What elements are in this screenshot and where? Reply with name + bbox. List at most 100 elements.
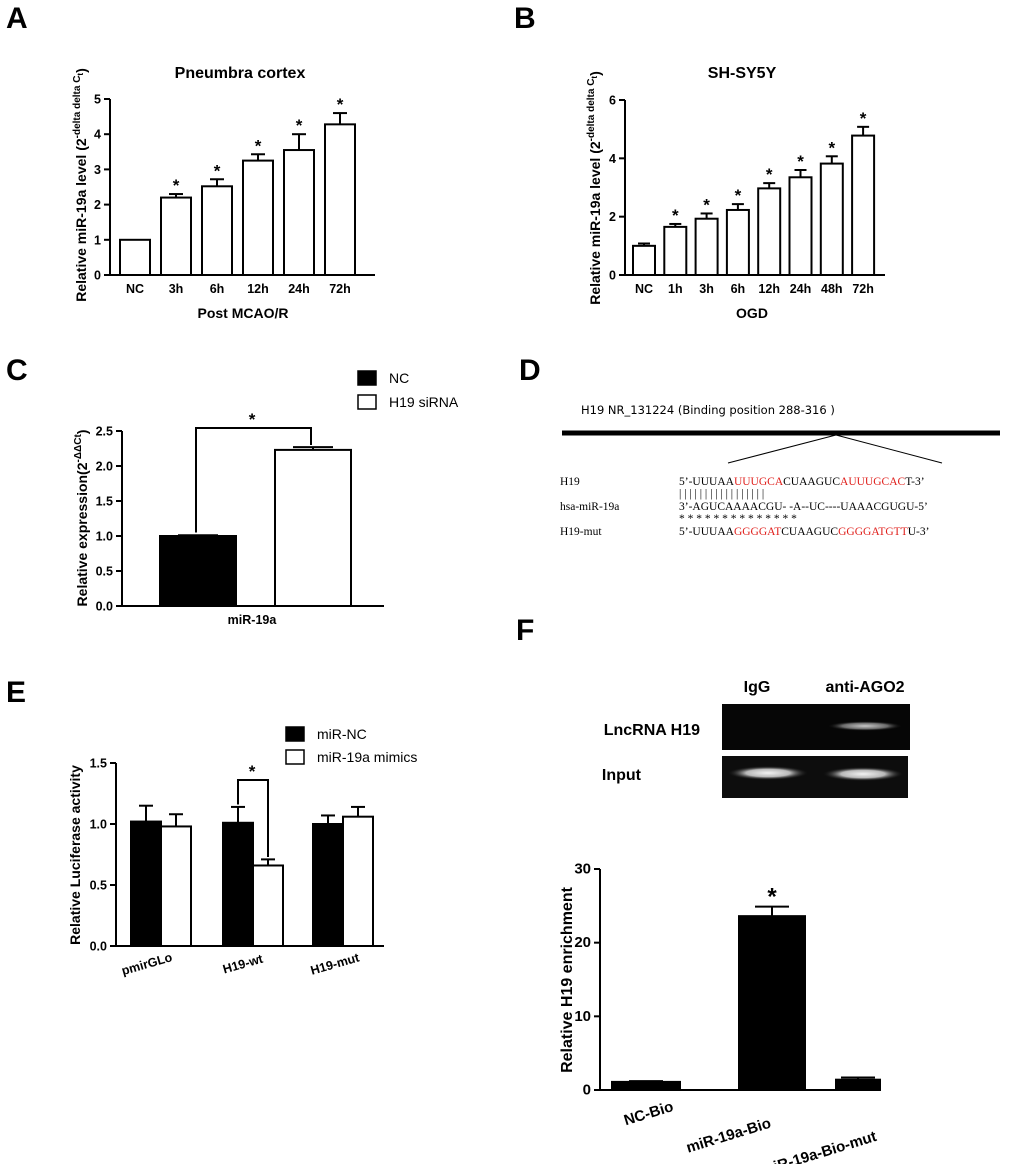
chart-f-xtick-label: NC-Bio <box>622 1098 676 1129</box>
legend-label-mir-nc: miR-NC <box>317 726 367 742</box>
chart-b-significance: * <box>860 109 867 128</box>
chart-a-bar <box>119 238 151 277</box>
panel-letter-f: F <box>516 614 534 647</box>
chart-b-significance: * <box>766 165 773 184</box>
chart-b-bar <box>819 162 844 276</box>
chart-b-ytick-label: 2 <box>609 210 616 224</box>
chart-b-bar <box>757 187 782 276</box>
chart-b-xtick-label: 12h <box>758 282 780 296</box>
chart-a-bar <box>242 159 274 277</box>
chart-b-xtick-label: NC <box>635 282 653 296</box>
alignment-row-label: H19 <box>560 476 580 488</box>
gel-row-label-input: Input <box>602 767 642 784</box>
sequence-segment: U-3’ <box>908 526 930 538</box>
chart-a-bar <box>201 185 233 277</box>
chart-b-marks: NC * 1h * 3h * 6h * 12h * 24h * 48h * 72h <box>632 109 876 296</box>
chart-e-xtick-label: H19-wt <box>221 952 265 977</box>
alignment-row-label: hsa-miR-19a <box>560 501 619 513</box>
chart-e-bar-mir-nc <box>222 821 254 948</box>
chart-f-xtick-label: miR-19a-Bio-mut <box>759 1128 879 1164</box>
binding-zoom-right <box>835 434 943 464</box>
panel-f-gel: IgG anti-AGO2 LncRNA H19 Input <box>602 679 910 798</box>
chart-a-significance: * <box>337 95 344 114</box>
chart-b-ytick-label: 6 <box>609 94 616 108</box>
chart-e-bar-mir-19a-mimics <box>252 864 284 947</box>
chart-b-ytick-label: 0 <box>609 269 616 283</box>
chart-e-ytick-label: 0.0 <box>90 940 107 954</box>
chart-e-ytick-label: 1.5 <box>90 757 107 771</box>
chart-e-ylabel: Relative Luciferase activity <box>67 765 83 945</box>
chart-b-significance: * <box>828 138 835 157</box>
chart-e-ytick-label: 1.0 <box>90 818 107 832</box>
alignment-row-sequence: | | | | | | | | | | | | | | | | | <box>679 488 764 500</box>
chart-f-xtick-label: miR-19a-Bio <box>684 1115 773 1157</box>
chart-e-bar-mir-nc <box>130 820 162 947</box>
chart-b-bar <box>725 208 750 276</box>
sequence-segment: | | | | | | | | | | | | | | | | | <box>679 488 764 500</box>
legend-label-h19-sirna: H19 siRNA <box>389 394 459 410</box>
chart-e-bar-mir-19a-mimics <box>342 815 374 947</box>
chart-a-bar <box>160 196 192 276</box>
chart-c-xtick-label: miR-19a <box>228 613 278 627</box>
chart-b-xtick-label: 72h <box>852 282 874 296</box>
chart-c-ylabel: Relative expression(2-ΔΔCt) <box>73 430 90 607</box>
alignment-row-sequence: 5’-UUUAAUUUGCACUAAGUCAUUUGCACT-3’ <box>679 476 925 488</box>
chart-e: Relative Luciferase activity miR-NC miR-… <box>67 726 417 978</box>
legend-swatch-h19-sirna <box>357 394 377 410</box>
chart-a-bar <box>283 149 315 276</box>
chart-a-ytick-label: 3 <box>94 163 101 177</box>
panel-d-sequence-alignment: H19 NR_131224 (Binding position 288-316 … <box>560 403 1000 538</box>
panel-letter-e: E <box>6 676 26 709</box>
alignment-row-sequence: * * * * * * * * * * * * * * <box>679 513 797 525</box>
chart-b-bar <box>788 176 813 277</box>
sequence-header: H19 NR_131224 (Binding position 288-316 … <box>581 403 835 417</box>
chart-c-ytick-label: 0.0 <box>96 600 113 614</box>
legend-swatch-mir-19a-mimics <box>285 749 305 765</box>
alignment-row-label: H19-mut <box>560 526 602 538</box>
chart-b-ytick-label: 4 <box>609 152 616 166</box>
chart-e-ytick-label: 0.5 <box>90 879 107 893</box>
sequence-segment: * * * * * * * * * * * * * * <box>679 513 797 525</box>
chart-e-marks: * pmirGLo H19-wt H19-mut <box>120 762 374 978</box>
chart-a-ytick-label: 0 <box>94 269 101 283</box>
chart-b-xtick-label: 1h <box>668 282 683 296</box>
chart-a-significance: * <box>296 116 303 135</box>
legend-swatch-mir-nc <box>285 726 305 742</box>
chart-a-xtick-label: 72h <box>329 282 351 296</box>
sequence-segment-highlight: UUUGCA <box>734 476 784 488</box>
chart-e-significance-bracket <box>237 779 269 857</box>
chart-c: Relative expression(2-ΔΔCt) NC H19 siRNA… <box>73 370 459 627</box>
chart-e-xtick-label: H19-mut <box>309 950 362 977</box>
chart-a-xtick-label: 12h <box>247 282 269 296</box>
chart-b-bar <box>663 225 688 276</box>
chart-b-xtick-label: 6h <box>731 282 746 296</box>
chart-a-significance: * <box>173 176 180 195</box>
chart-a-title: Pneumbra cortex <box>175 65 306 82</box>
chart-f-ylabel: Relative H19 enrichment <box>559 886 576 1073</box>
legend-label-nc: NC <box>389 370 409 386</box>
gel-band-anti-ago2-input <box>823 767 903 781</box>
chart-c-ytick-label: 1.5 <box>96 495 113 509</box>
chart-a-ytick-label: 2 <box>94 198 101 212</box>
gel-band-anti-ago2-h19 <box>827 721 903 731</box>
chart-e-significance: * <box>249 762 256 781</box>
chart-f-ytick-label: 0 <box>583 1082 591 1099</box>
binding-zoom-left <box>727 434 837 464</box>
chart-a-significance: * <box>255 136 262 155</box>
gel-lane-label-igg: IgG <box>744 679 771 696</box>
chart-b-xtick-label: 3h <box>699 282 714 296</box>
panel-letter-c: C <box>6 354 28 387</box>
chart-b-bar <box>632 244 656 276</box>
legend-swatch-nc <box>357 370 377 386</box>
chart-a-xtick-label: NC <box>126 282 144 296</box>
chart-e-xtick-label: pmirGLo <box>120 950 174 978</box>
chart-b-bar <box>694 217 719 276</box>
chart-f-ytick-label: 20 <box>574 934 591 951</box>
chart-b: SH-SY5Y OGD Relative miR-19a level (2-de… <box>586 65 885 321</box>
chart-f-bar <box>738 915 806 1091</box>
chart-a-ylabel: Relative miR-19a level (2-delta delta Ct… <box>72 68 89 302</box>
gel-row-label-lncrna-h19: LncRNA H19 <box>604 722 700 739</box>
chart-f-bar <box>835 1078 881 1091</box>
chart-b-significance: * <box>735 186 742 205</box>
